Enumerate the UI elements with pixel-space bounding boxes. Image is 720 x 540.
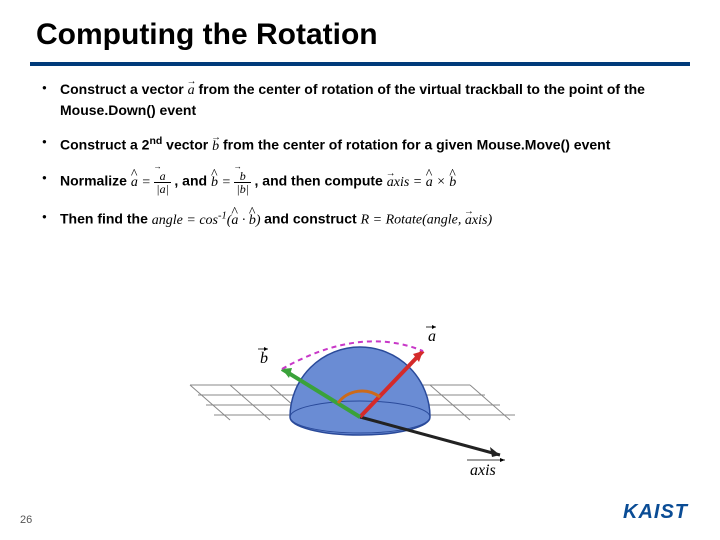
slide-title: Computing the Rotation <box>0 0 720 58</box>
axis-label: axis <box>470 462 496 479</box>
bullet-text: Then find the <box>60 211 152 227</box>
axis-vector <box>360 417 500 455</box>
vector-b-label: b <box>260 350 268 367</box>
bullet-list: Construct a vector a from the center of … <box>0 66 720 231</box>
bullet-text: and construct <box>264 211 360 227</box>
math-normalize-a: a = a|a| <box>131 175 175 190</box>
page-number: 26 <box>20 514 32 526</box>
bullet-item: Construct a vector a from the center of … <box>42 80 690 120</box>
bullet-text: Normalize <box>60 173 131 189</box>
bullet-text: Construct a 2 <box>60 137 149 153</box>
bullet-text: Construct a vector <box>60 81 188 97</box>
math-vec-a: a <box>188 83 195 98</box>
trackball-figure: axis a b <box>170 305 550 495</box>
kaist-logo: KAIST <box>623 501 688 524</box>
math-vec-b: b <box>212 139 219 154</box>
bullet-item: Then find the angle = cos-1(a · b) and c… <box>42 209 690 230</box>
bullet-text: , and <box>174 173 211 189</box>
bullet-text: , and then compute <box>255 173 387 189</box>
vector-a-label: a <box>428 328 436 345</box>
superscript: nd <box>149 135 162 147</box>
math-rotate-eq: R = Rotate(angle, axis) <box>361 213 493 228</box>
bullet-text: vector <box>162 137 212 153</box>
math-axis-eq: axis = a × b <box>387 175 456 190</box>
math-normalize-b: b = b|b| <box>211 175 255 190</box>
bullet-item: Normalize a = a|a| , and b = b|b| , and … <box>42 170 690 195</box>
bullet-text: from the center of rotation for a given … <box>223 137 610 153</box>
math-angle-eq: angle = cos-1(a · b) <box>152 213 264 228</box>
bullet-item: Construct a 2nd vector b from the center… <box>42 134 690 156</box>
